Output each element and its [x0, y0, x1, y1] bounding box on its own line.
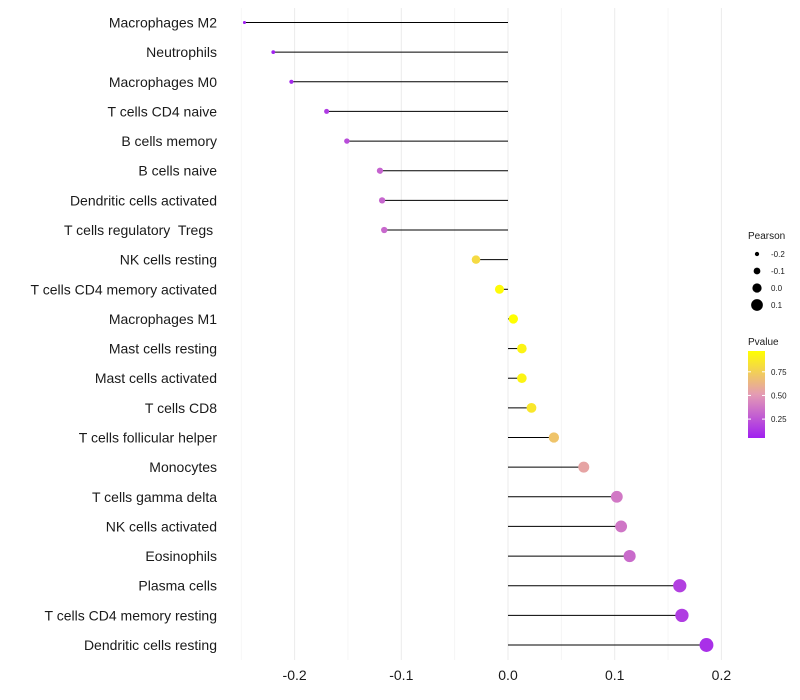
category-label: Eosinophils — [145, 548, 217, 564]
colorbar-label: 0.25 — [771, 415, 787, 424]
size-legend-label: -0.2 — [771, 250, 785, 259]
size-legend-key — [754, 251, 760, 257]
category-label: T cells CD8 — [145, 400, 217, 416]
category-label: Dendritic cells resting — [84, 637, 217, 653]
colorbar-label: 0.50 — [771, 391, 787, 400]
lollipop-point — [699, 638, 714, 652]
grid-layer — [240, 8, 722, 660]
x-tick-label: -0.1 — [389, 667, 413, 683]
lollipop-point — [471, 255, 481, 264]
x-tick-label: 0.0 — [498, 667, 518, 683]
size-legend-key — [753, 267, 761, 275]
category-label: T cells gamma delta — [92, 489, 217, 505]
category-label: Neutrophils — [146, 44, 217, 60]
lollipop-point — [675, 608, 689, 623]
lollipop-point — [494, 284, 504, 294]
lollipop-point — [615, 520, 628, 533]
category-labels: Macrophages M2 Neutrophils Macrophages M0 T… — [31, 15, 218, 654]
category-label: Plasma cells — [138, 578, 217, 594]
lollipop-point — [673, 579, 687, 593]
category-label: Macrophages M1 — [109, 311, 217, 327]
pvalue-color-legend: Pvalue 0.75 0.50 0.25 — [748, 337, 787, 438]
category-label: Monocytes — [149, 459, 217, 475]
size-legend-label: 0.0 — [771, 284, 783, 293]
category-label: T cells CD4 memory resting — [45, 607, 217, 623]
x-tick-label: 0.1 — [605, 667, 625, 683]
category-label: T cells regulatory Tregs — [64, 222, 217, 238]
category-label: B cells memory — [121, 133, 217, 149]
pearson-size-legend: Pearson -0.2 -0.1 0.0 0.1 — [748, 231, 785, 311]
lollipop-point — [376, 167, 384, 174]
category-label: NK cells resting — [120, 252, 217, 268]
size-legend-key — [752, 283, 762, 293]
x-tick-label: 0.2 — [712, 667, 732, 683]
category-label: B cells naive — [138, 163, 217, 179]
lollipop-point — [578, 461, 590, 473]
lollipop-point — [508, 314, 519, 324]
category-label: NK cells activated — [106, 518, 217, 534]
category-label: T cells CD4 naive — [108, 103, 218, 119]
lollipop-point — [381, 226, 388, 234]
lollipop-point — [610, 490, 623, 503]
lollipop-point — [378, 197, 386, 204]
lollipop-point — [623, 550, 636, 563]
pvalue-legend-title: Pvalue — [748, 337, 779, 348]
category-label: Macrophages M2 — [109, 15, 217, 31]
size-legend-label: 0.1 — [771, 301, 783, 310]
lollipop-point — [517, 343, 527, 354]
lollipop-point — [271, 50, 276, 55]
lollipop-point — [242, 20, 246, 25]
lollipop-point — [526, 402, 537, 413]
size-legend-label: -0.1 — [771, 267, 785, 276]
lollipop-point — [517, 373, 527, 384]
category-label: T cells CD4 memory activated — [31, 281, 217, 297]
stem-layer — [244, 22, 707, 646]
lollipop-point — [324, 108, 330, 114]
category-label: Mast cells resting — [109, 341, 217, 357]
x-axis-ticks: -0.2 -0.1 0.0 0.1 0.2 — [283, 667, 732, 683]
pvalue-colorbar — [748, 351, 765, 438]
category-label: Macrophages M0 — [109, 74, 217, 90]
lollipop-point — [289, 79, 294, 84]
x-tick-label: -0.2 — [283, 667, 307, 683]
category-label: Mast cells activated — [95, 370, 217, 386]
lollipop-point — [344, 138, 350, 144]
pearson-legend-title: Pearson — [748, 231, 785, 242]
category-label: T cells follicular helper — [79, 430, 218, 446]
category-label: Dendritic cells activated — [70, 192, 217, 208]
lollipop-point — [548, 432, 560, 443]
colorbar-label: 0.75 — [771, 368, 787, 377]
point-layer — [242, 20, 714, 652]
size-legend-key — [751, 299, 763, 311]
